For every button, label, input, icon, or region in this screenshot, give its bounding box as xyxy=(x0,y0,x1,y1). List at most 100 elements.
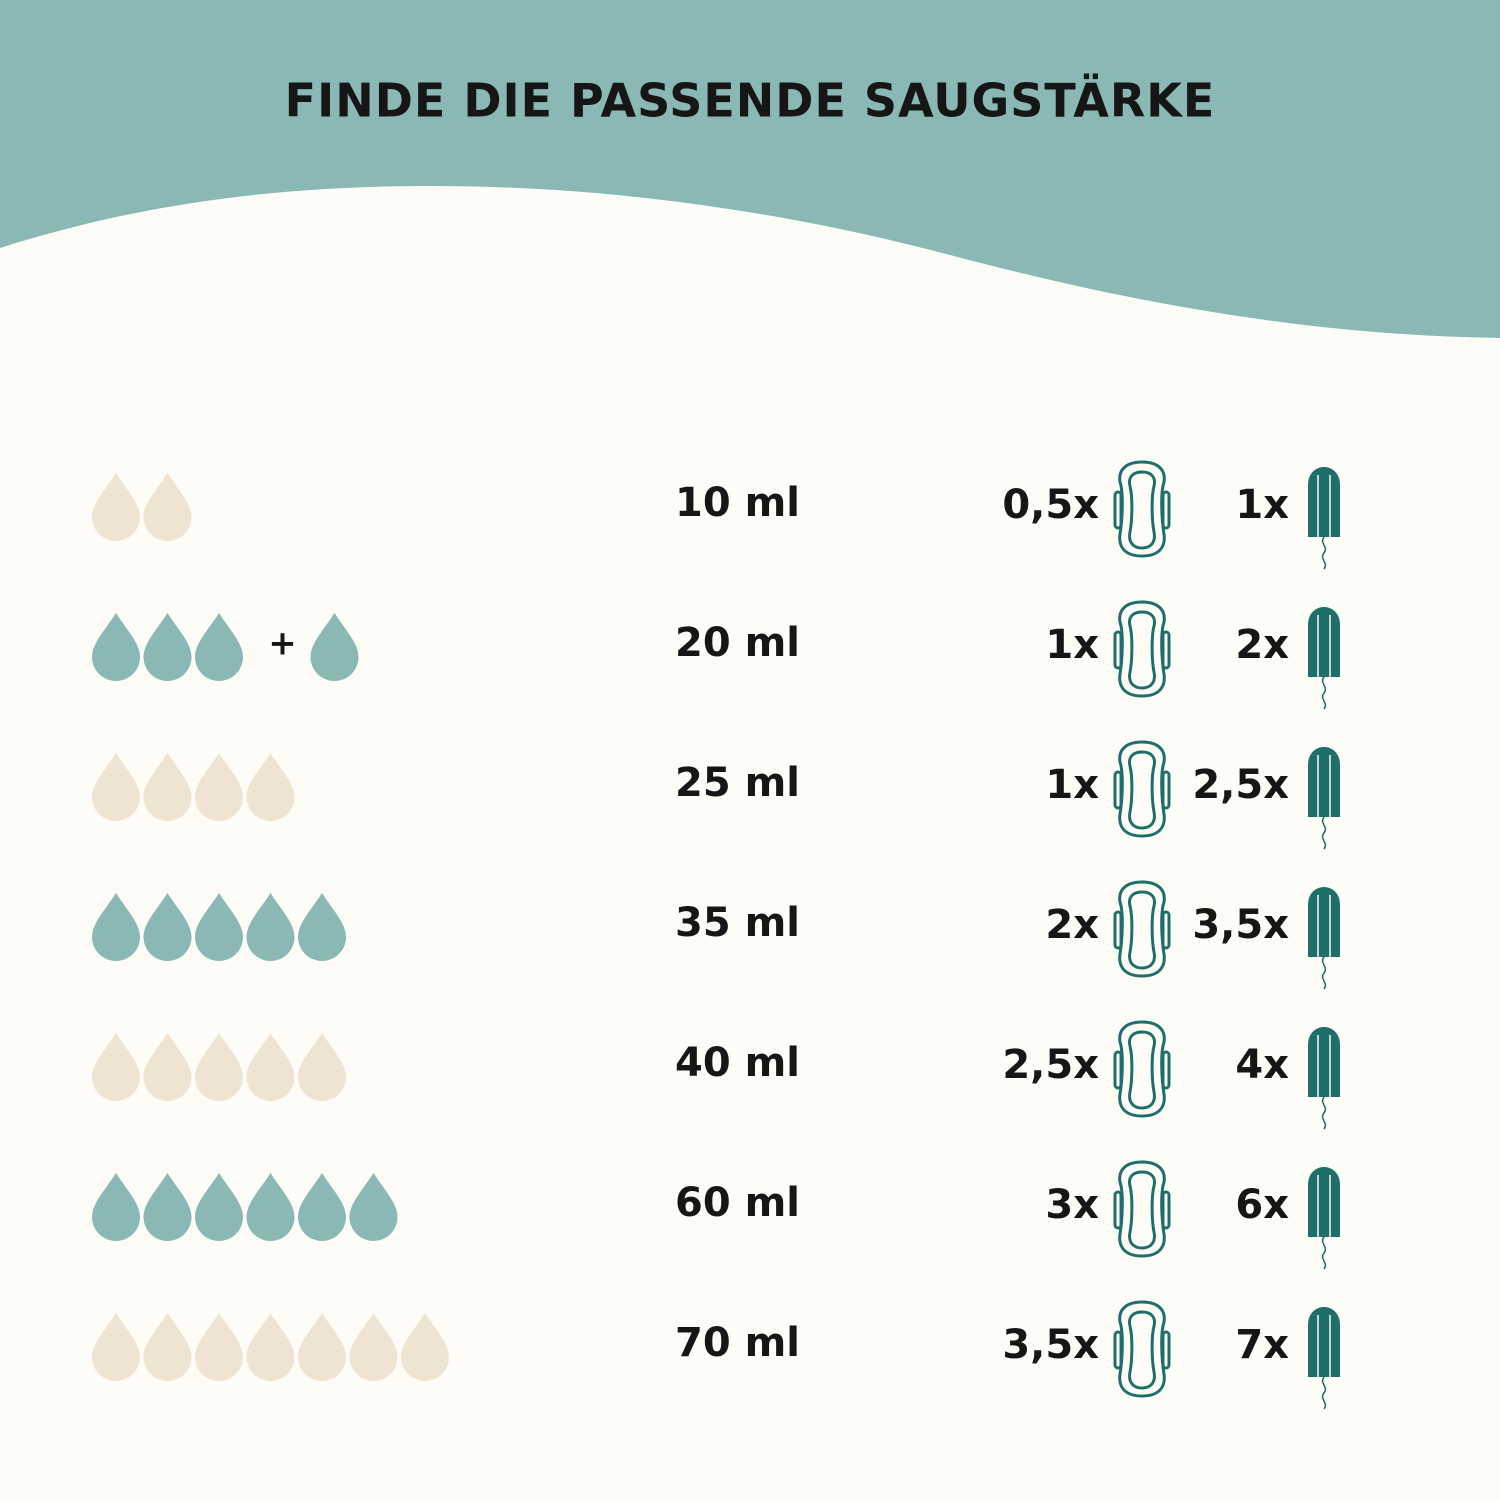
pad-outline xyxy=(1118,600,1166,698)
row: 25 ml 1x 2,5x xyxy=(92,740,1340,850)
tampon-body xyxy=(1308,1307,1340,1377)
tampon-count: 2x xyxy=(1235,622,1289,668)
tampon-body xyxy=(1308,887,1340,957)
pad-wing-left xyxy=(1113,1190,1123,1230)
tampon-icon xyxy=(1308,1307,1340,1410)
pad-count: 1x xyxy=(1045,622,1099,668)
title: FINDE DIE PASSENDE SAUGSTÄRKE xyxy=(285,74,1216,128)
tampon-count: 6x xyxy=(1235,1182,1289,1228)
pad-inner xyxy=(1128,890,1156,970)
pad-count: 2,5x xyxy=(1002,1042,1099,1088)
drop xyxy=(298,1173,346,1241)
drop xyxy=(143,1313,192,1381)
pad-wing-left xyxy=(1113,910,1123,950)
drop xyxy=(92,753,140,821)
pad-count: 1x xyxy=(1045,762,1099,808)
drop xyxy=(92,893,140,961)
pad-wing-right xyxy=(1161,490,1171,530)
pad-icon xyxy=(1113,1300,1171,1398)
volume: 40 ml xyxy=(675,1040,800,1086)
header-wave xyxy=(0,0,1500,338)
pad-wing-right xyxy=(1161,770,1171,810)
volume: 25 ml xyxy=(675,760,800,806)
pad-inner xyxy=(1128,1310,1156,1390)
tampon-body xyxy=(1308,1027,1340,1097)
row: 40 ml 2,5x 4x xyxy=(92,1020,1340,1130)
tampon-count: 3,5x xyxy=(1192,902,1289,948)
tampon-string xyxy=(1321,676,1327,710)
drop xyxy=(143,893,192,961)
volume: 70 ml xyxy=(675,1320,800,1366)
drop xyxy=(92,473,140,541)
volume: 20 ml xyxy=(675,620,800,666)
tampon-icon xyxy=(1308,887,1340,990)
drop xyxy=(92,613,140,681)
drop xyxy=(298,893,346,961)
drop xyxy=(92,1173,140,1241)
drop xyxy=(298,1033,346,1101)
drop xyxy=(195,1033,243,1101)
pad-icon xyxy=(1113,1160,1171,1258)
pad-icon xyxy=(1113,460,1171,558)
pad-inner xyxy=(1128,1170,1156,1250)
tampon-icon xyxy=(1308,1167,1340,1270)
pad-inner xyxy=(1128,1030,1156,1110)
tampon-icon xyxy=(1308,467,1340,570)
pad-wing-left xyxy=(1113,1330,1123,1370)
drop xyxy=(246,1173,295,1241)
drop xyxy=(246,753,295,821)
pad-count: 2x xyxy=(1045,902,1099,948)
pad-wing-left xyxy=(1113,1050,1123,1090)
pad-inner xyxy=(1128,470,1156,550)
tampon-body xyxy=(1308,747,1340,817)
tampon-body xyxy=(1308,467,1340,537)
drop xyxy=(143,1033,192,1101)
tampon-count: 2,5x xyxy=(1192,762,1289,808)
pad-count: 0,5x xyxy=(1002,482,1099,528)
row: 70 ml 3,5x 7x xyxy=(92,1300,1340,1410)
pad-inner xyxy=(1128,750,1156,830)
drop xyxy=(143,613,192,681)
drop xyxy=(310,613,359,681)
drop xyxy=(349,1173,398,1241)
pad-wing-right xyxy=(1161,630,1171,670)
pad-outline xyxy=(1118,740,1166,838)
tampon-body xyxy=(1308,607,1340,677)
pad-outline xyxy=(1118,1300,1166,1398)
volume: 60 ml xyxy=(675,1180,800,1226)
plus-sign: + xyxy=(268,624,297,664)
drop xyxy=(298,1313,346,1381)
drop xyxy=(195,613,243,681)
drop xyxy=(349,1313,398,1381)
drop xyxy=(195,1173,243,1241)
pad-inner xyxy=(1128,610,1156,690)
pad-wing-right xyxy=(1161,1190,1171,1230)
volume: 10 ml xyxy=(675,480,800,526)
row: +20 ml 1x 2x xyxy=(92,600,1340,710)
pad-wing-left xyxy=(1113,770,1123,810)
drop xyxy=(143,753,192,821)
volume: 35 ml xyxy=(675,900,800,946)
pad-outline xyxy=(1118,460,1166,558)
tampon-count: 7x xyxy=(1235,1322,1289,1368)
pad-outline xyxy=(1118,1160,1166,1258)
tampon-string xyxy=(1321,1096,1327,1130)
drop xyxy=(195,1313,243,1381)
pad-wing-left xyxy=(1113,490,1123,530)
tampon-string xyxy=(1321,956,1327,990)
drop xyxy=(143,473,192,541)
drop xyxy=(143,1173,192,1241)
pad-icon xyxy=(1113,740,1171,838)
pad-wing-right xyxy=(1161,910,1171,950)
drop xyxy=(401,1313,449,1381)
tampon-icon xyxy=(1308,747,1340,850)
tampon-icon xyxy=(1308,607,1340,710)
drop xyxy=(195,753,243,821)
pad-count: 3,5x xyxy=(1002,1322,1099,1368)
pad-icon xyxy=(1113,600,1171,698)
pad-outline xyxy=(1118,880,1166,978)
tampon-string xyxy=(1321,816,1327,850)
drop xyxy=(92,1033,140,1101)
tampon-string xyxy=(1321,536,1327,570)
